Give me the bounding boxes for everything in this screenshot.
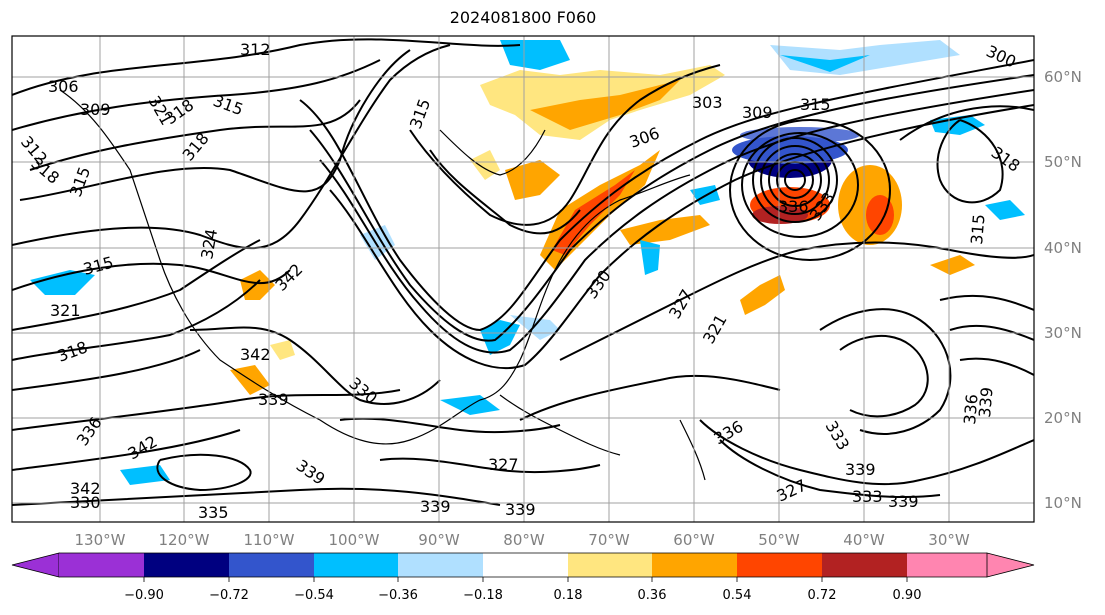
lat-label: 20°N xyxy=(1044,409,1082,427)
lon-label: 60°W xyxy=(673,531,715,549)
lat-label: 30°N xyxy=(1044,324,1082,342)
latitude-axis: 60°N 50°N 40°N 30°N 20°N 10°N xyxy=(1044,68,1082,512)
contour-label: 339 xyxy=(845,460,876,479)
contour-label: 342 xyxy=(240,345,271,364)
height-contours xyxy=(12,38,1034,506)
grid-lines xyxy=(12,36,1034,522)
map-frame xyxy=(11,35,1035,523)
colorbar-bin xyxy=(907,553,987,577)
colorbar-tick-label: −0.90 xyxy=(124,588,164,603)
colorbar-tick-label: −0.18 xyxy=(463,588,503,603)
colorbar-tick-label: −0.72 xyxy=(209,588,249,603)
colorbar-tick-label: 0.90 xyxy=(893,588,922,603)
contour-label: 333 xyxy=(852,487,883,506)
colorbar-bin xyxy=(398,553,483,577)
lon-label: 80°W xyxy=(503,531,545,549)
colorbar-bin xyxy=(822,553,907,577)
contour-label: 336 xyxy=(778,197,809,216)
colorbar-bin xyxy=(144,553,229,577)
contour-label: 309 xyxy=(742,103,773,122)
contour-label: 306 xyxy=(48,77,79,96)
lat-label: 40°N xyxy=(1044,239,1082,257)
lat-label: 10°N xyxy=(1044,494,1082,512)
colorbar: −0.90 −0.72 −0.54 −0.36 −0.18 0.18 0.36 … xyxy=(11,552,1035,603)
colorbar-extend-low xyxy=(11,552,60,578)
contour-label: 342 xyxy=(70,479,101,498)
lon-label: 90°W xyxy=(418,531,460,549)
contour-label: 315 xyxy=(967,213,989,245)
colorbar-bin xyxy=(737,553,822,577)
contour-label: 312 xyxy=(240,40,271,59)
contour-label: 321 xyxy=(50,301,81,320)
map-title: 2024081800 F060 xyxy=(449,8,597,27)
colorbar-tick-label: −0.54 xyxy=(294,588,334,603)
colorbar-tick-label: 0.18 xyxy=(554,588,583,603)
coastlines xyxy=(59,89,706,481)
lat-label: 60°N xyxy=(1044,68,1082,86)
lon-label: 100°W xyxy=(329,531,380,549)
lon-label: 120°W xyxy=(159,531,210,549)
colorbar-bin xyxy=(483,553,568,577)
contour-label: 327 xyxy=(488,455,519,474)
contour-label: 315 xyxy=(800,95,831,114)
colorbar-tick-label: 0.72 xyxy=(808,588,837,603)
contour-label: 309 xyxy=(80,100,111,119)
lon-label: 110°W xyxy=(244,531,295,549)
contour-label: 339 xyxy=(505,500,536,519)
lon-label: 30°W xyxy=(928,531,970,549)
longitude-axis: 130°W 120°W 110°W 100°W 90°W 80°W 70°W 6… xyxy=(75,531,970,549)
colorbar-tick-label: 0.54 xyxy=(723,588,752,603)
contour-label: 303 xyxy=(692,93,723,112)
colorbar-bin xyxy=(229,553,314,577)
colorbar-bin xyxy=(59,553,144,577)
contour-label: 330 xyxy=(70,493,101,512)
contour-label: 336 xyxy=(960,393,982,425)
colorbar-bin xyxy=(652,553,737,577)
lat-label: 50°N xyxy=(1044,153,1082,171)
colorbar-extend-high xyxy=(986,552,1035,578)
colorbar-tick-label: −0.36 xyxy=(378,588,418,603)
shaded-field xyxy=(30,40,1025,485)
contour-label: 339 xyxy=(888,492,919,511)
colorbar-tick-label: 0.36 xyxy=(638,588,667,603)
lon-label: 50°W xyxy=(758,531,800,549)
contour-label: 335 xyxy=(198,503,229,522)
lon-label: 70°W xyxy=(588,531,630,549)
contour-label: 339 xyxy=(258,390,289,409)
colorbar-bin xyxy=(568,553,652,577)
lon-label: 130°W xyxy=(75,531,126,549)
contour-label: 339 xyxy=(420,497,451,516)
lon-label: 40°W xyxy=(843,531,885,549)
contour-label: 339 xyxy=(975,386,997,418)
colorbar-bin xyxy=(314,553,398,577)
